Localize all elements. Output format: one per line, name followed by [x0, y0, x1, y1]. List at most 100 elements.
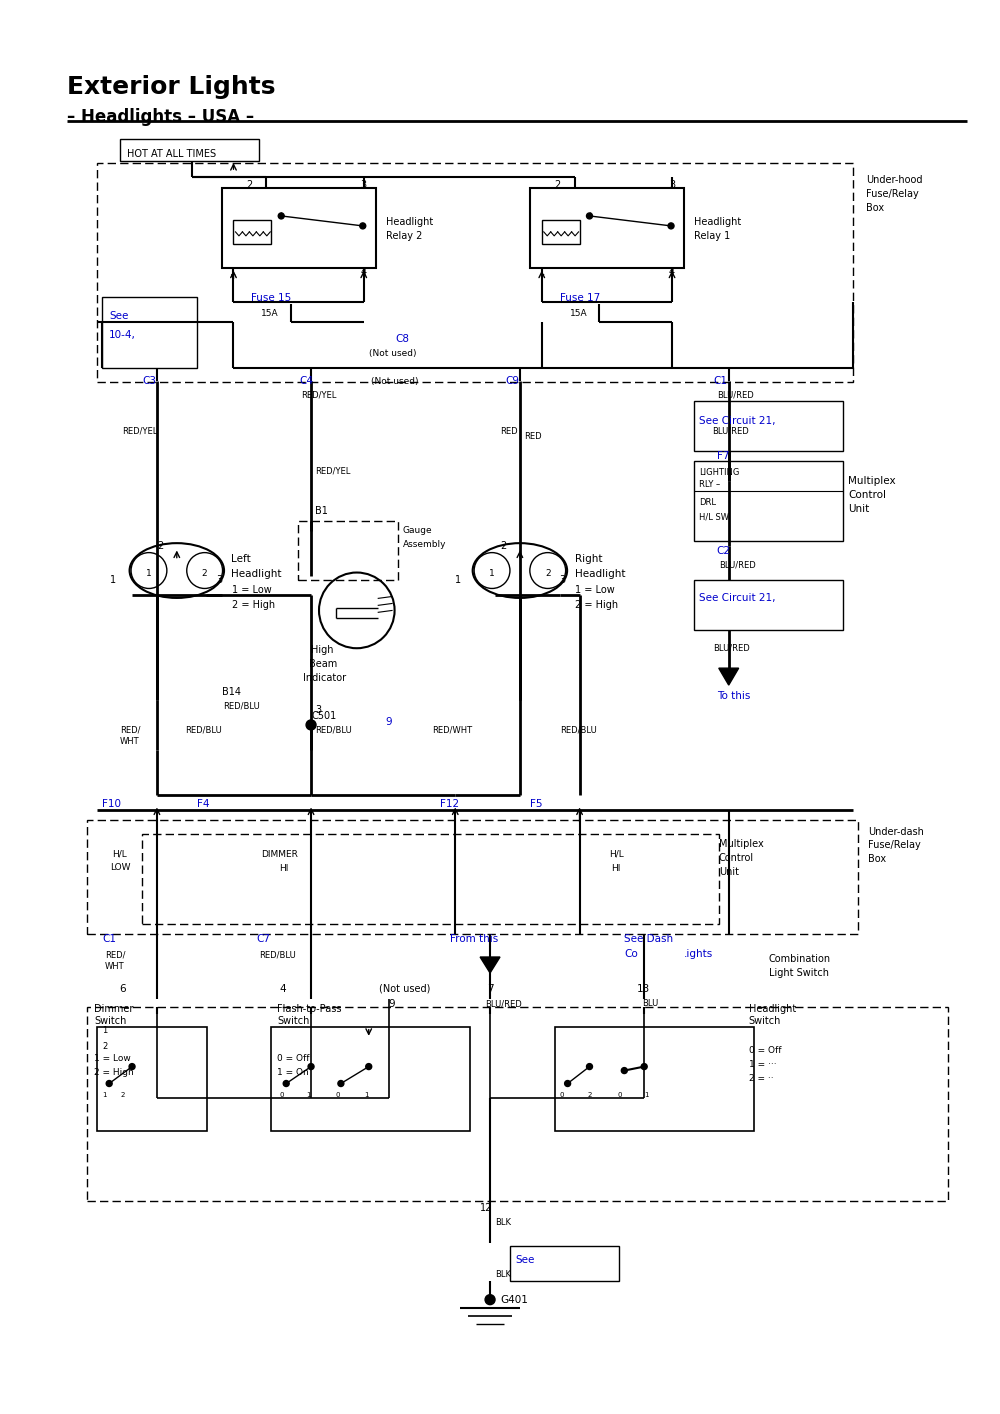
Text: 2: 2 — [120, 1093, 124, 1099]
Text: F4: F4 — [197, 799, 209, 809]
Text: – Headlights – USA –: – Headlights – USA – — [67, 109, 255, 126]
Text: RED/BLU: RED/BLU — [560, 725, 596, 734]
Text: Relay 1: Relay 1 — [694, 230, 730, 240]
Text: (Not used): (Not used) — [379, 984, 430, 994]
Text: 1: 1 — [110, 575, 116, 585]
Text: Headlight: Headlight — [232, 568, 282, 578]
Text: C1: C1 — [714, 376, 728, 386]
Text: C9: C9 — [505, 376, 519, 386]
Text: Switch: Switch — [277, 1015, 310, 1025]
Text: 3: 3 — [217, 575, 223, 585]
Text: (Not used): (Not used) — [369, 349, 416, 358]
Bar — [120, 139, 259, 161]
Text: Flash-to-Pass: Flash-to-Pass — [277, 1004, 342, 1014]
Text: C7: C7 — [256, 935, 270, 945]
Text: C4: C4 — [299, 376, 313, 386]
Text: 6: 6 — [119, 984, 126, 994]
Text: 4: 4 — [361, 267, 367, 277]
Text: 12: 12 — [480, 1203, 492, 1213]
Text: RED/YEL: RED/YEL — [301, 390, 336, 400]
Text: RED/BLU: RED/BLU — [315, 725, 352, 734]
Text: (Not used): (Not used) — [371, 376, 418, 386]
Text: 3: 3 — [361, 180, 367, 189]
Text: High: High — [311, 645, 334, 655]
Text: C2: C2 — [717, 546, 731, 556]
Text: Switch: Switch — [749, 1015, 781, 1025]
Bar — [510, 1246, 619, 1281]
Bar — [271, 1027, 470, 1131]
Text: Left: Left — [232, 554, 251, 564]
Text: Headlight: Headlight — [694, 216, 741, 226]
Text: F7: F7 — [717, 451, 729, 461]
Bar — [97, 163, 853, 382]
Text: BLK: BLK — [495, 1270, 511, 1280]
Text: See: See — [515, 1254, 534, 1264]
Circle shape — [366, 1063, 372, 1069]
Text: LIGHTING: LIGHTING — [699, 468, 739, 478]
Text: 3: 3 — [560, 575, 566, 585]
Text: From this: From this — [450, 935, 499, 945]
Text: 4: 4 — [669, 267, 675, 277]
Text: 2 = High: 2 = High — [575, 601, 618, 611]
Text: .ights: .ights — [684, 949, 713, 959]
Text: 1: 1 — [102, 1027, 107, 1035]
Text: 2: 2 — [157, 540, 163, 550]
Text: Fuse 17: Fuse 17 — [560, 293, 600, 303]
Text: BLK: BLK — [495, 1219, 511, 1227]
Bar — [102, 297, 197, 368]
Text: 2: 2 — [500, 540, 506, 550]
Text: See Circuit 21,: See Circuit 21, — [699, 416, 775, 426]
Text: 2: 2 — [588, 1093, 592, 1099]
Text: RED/BLU: RED/BLU — [259, 950, 296, 960]
Text: B1: B1 — [315, 506, 328, 516]
Text: BLU/RED: BLU/RED — [719, 560, 756, 568]
Text: 2: 2 — [102, 1042, 107, 1051]
Text: See: See — [109, 311, 129, 321]
Text: RLY –: RLY – — [699, 481, 720, 489]
Text: RED: RED — [500, 427, 518, 436]
Text: 0: 0 — [279, 1093, 284, 1099]
Text: Box: Box — [868, 854, 886, 864]
Circle shape — [106, 1080, 112, 1086]
Text: Combination: Combination — [769, 954, 831, 964]
Text: Box: Box — [866, 204, 884, 214]
Text: RED/BLU: RED/BLU — [185, 725, 222, 734]
Text: WHT: WHT — [105, 963, 125, 971]
Bar — [542, 221, 580, 243]
Text: Fuse/Relay: Fuse/Relay — [866, 189, 919, 199]
Text: 4: 4 — [279, 984, 286, 994]
Text: Fuse/Relay: Fuse/Relay — [868, 840, 921, 850]
Circle shape — [283, 1080, 289, 1086]
Text: 7: 7 — [487, 984, 494, 994]
Text: 1: 1 — [539, 267, 545, 277]
Text: 2 = ··: 2 = ·· — [749, 1075, 773, 1083]
Text: H/L: H/L — [112, 850, 127, 858]
Text: 1 = Low: 1 = Low — [575, 585, 614, 595]
Text: RED/: RED/ — [105, 950, 126, 960]
Bar — [694, 461, 843, 540]
Text: 9: 9 — [386, 717, 392, 727]
Text: BLU/RED: BLU/RED — [717, 390, 754, 400]
Text: Exterior Lights: Exterior Lights — [67, 75, 276, 99]
Text: 0 = Off: 0 = Off — [277, 1053, 310, 1063]
Text: 1: 1 — [644, 1093, 649, 1099]
Text: See Circuit 21,: See Circuit 21, — [699, 594, 775, 604]
Text: 13: 13 — [637, 984, 650, 994]
Text: Light Switch: Light Switch — [769, 969, 829, 978]
Circle shape — [641, 1063, 647, 1069]
Bar — [694, 581, 843, 631]
Text: BLU/RED: BLU/RED — [713, 643, 750, 653]
Bar — [694, 402, 843, 451]
Circle shape — [278, 214, 284, 219]
Text: Under-dash: Under-dash — [868, 827, 924, 837]
Text: 1: 1 — [306, 1093, 311, 1099]
Text: Relay 2: Relay 2 — [386, 230, 422, 240]
Text: H/L: H/L — [609, 850, 624, 858]
Text: 1: 1 — [455, 575, 461, 585]
Text: RED/BLU: RED/BLU — [224, 701, 260, 710]
Circle shape — [129, 1063, 135, 1069]
Text: C501: C501 — [311, 711, 336, 721]
Text: 2: 2 — [202, 568, 207, 578]
Text: HOT AT ALL TIMES: HOT AT ALL TIMES — [127, 150, 216, 160]
Text: 2: 2 — [246, 180, 253, 189]
